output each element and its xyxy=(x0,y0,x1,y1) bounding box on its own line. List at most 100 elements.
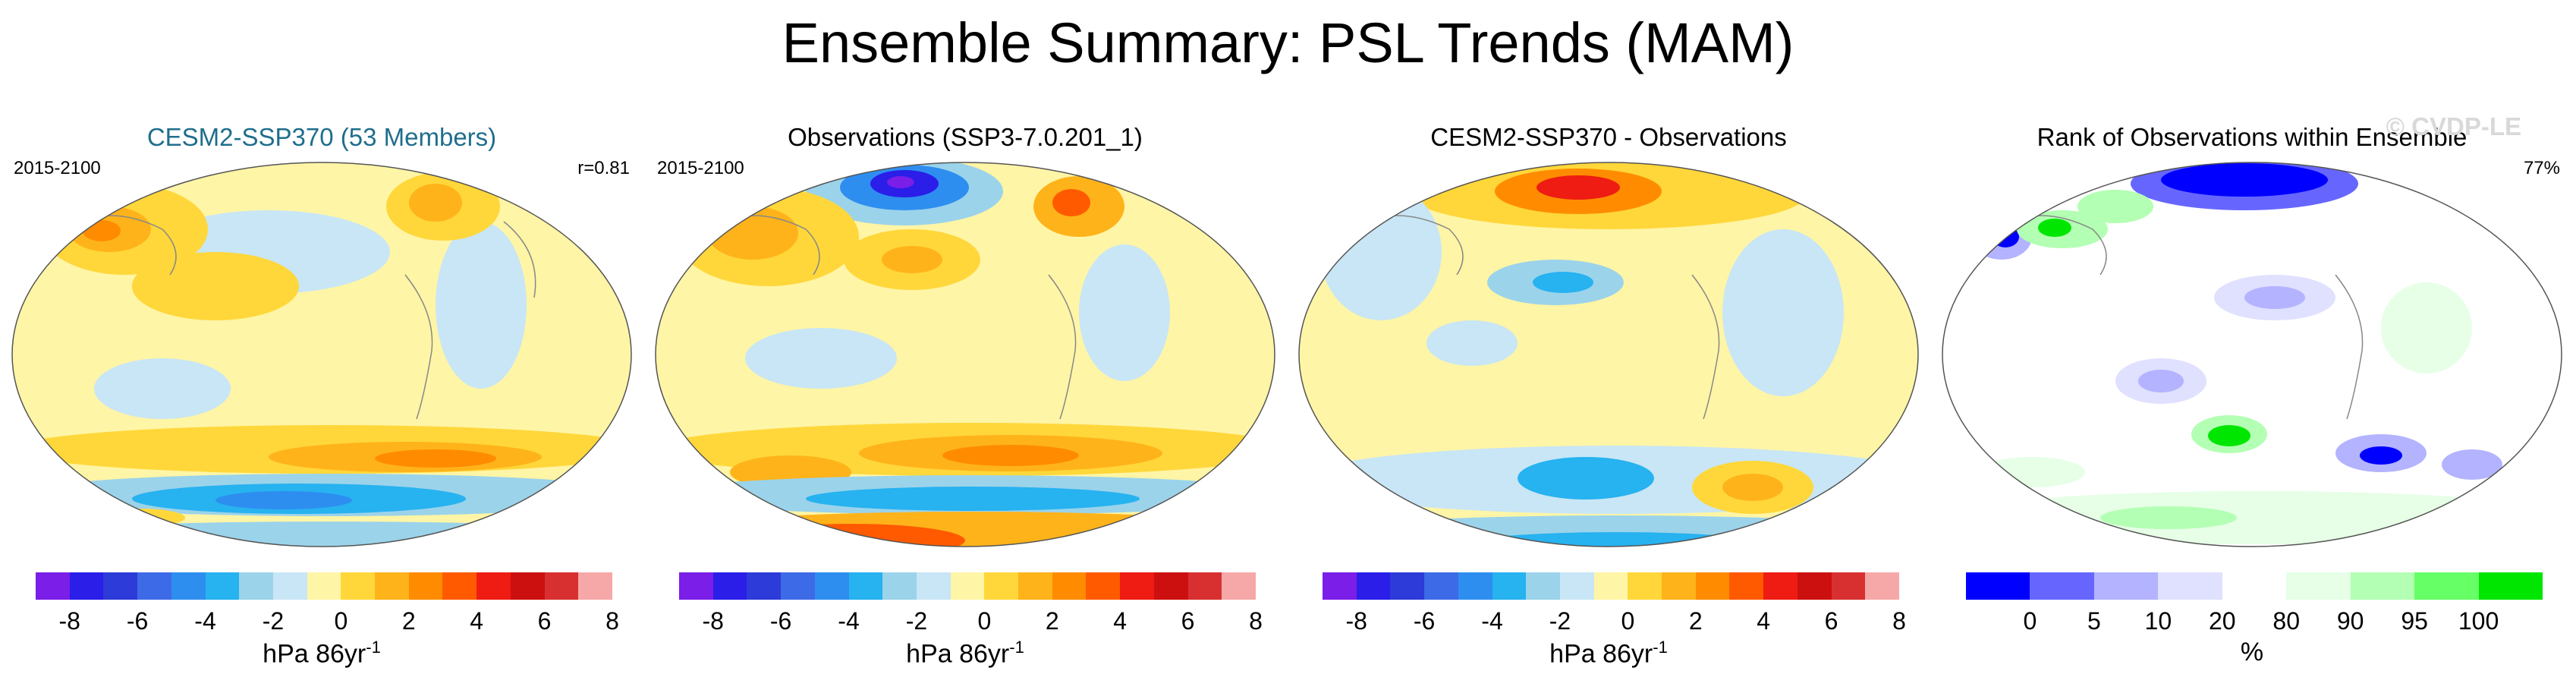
unit-label: hPa 86yr-1 xyxy=(906,638,1024,669)
colorbar-tick-label: 2 xyxy=(401,607,416,635)
colorbar-tick-label: 8 xyxy=(1892,607,1906,635)
rank-colorbar-tick-label: 0 xyxy=(2023,607,2037,635)
colorbar-tick-label: -2 xyxy=(905,607,928,635)
colorbar-segment xyxy=(1593,572,1628,600)
colorbar-segment xyxy=(205,572,240,600)
colorbar-tick-label: 4 xyxy=(470,607,484,635)
colorbar-tick-label: 2 xyxy=(1688,607,1703,635)
period-label: 2015-2100 xyxy=(657,158,744,178)
colorbar-segment xyxy=(69,572,104,600)
colorbar-segment xyxy=(239,572,273,600)
colorbar-tick-label: -8 xyxy=(702,607,724,635)
unit-label: % xyxy=(2240,638,2264,667)
colorbar-segment xyxy=(1187,572,1222,600)
colorbar-segment xyxy=(814,572,849,600)
rank-map xyxy=(1942,162,2562,547)
colorbar-segment xyxy=(408,572,443,600)
colorbar-segment xyxy=(477,572,511,600)
rank-colorbar-segment xyxy=(2350,572,2415,600)
colorbar-segment xyxy=(375,572,409,600)
colorbar-tick-label: 6 xyxy=(1181,607,1195,635)
colorbar-segment xyxy=(882,572,917,600)
rank-colorbar-tick-label: 80 xyxy=(2272,607,2301,635)
panel-title: CESM2-SSP370 - Observations xyxy=(1430,123,1787,151)
colorbar-segment xyxy=(1492,572,1527,600)
colorbar-segment xyxy=(36,572,70,600)
colorbar-segment xyxy=(544,572,579,600)
panel-title: Rank of Observations within Ensemble xyxy=(2037,123,2467,151)
colorbar-tick-label: 0 xyxy=(977,607,992,635)
rank-colorbar-tick-label: 10 xyxy=(2144,607,2172,635)
rank-colorbar-segment xyxy=(2478,572,2543,600)
colorbar-tick-label: -8 xyxy=(58,607,80,635)
colorbar-segment xyxy=(1763,572,1798,600)
colorbar-tick-label: 8 xyxy=(605,607,619,635)
trend-map xyxy=(11,162,632,547)
colorbar-tick-label: -6 xyxy=(1413,607,1436,635)
rank-colorbar-segment xyxy=(2286,572,2351,600)
colorbar-segment xyxy=(984,572,1019,600)
colorbar-segment xyxy=(1018,572,1052,600)
colorbar-tick-label: 4 xyxy=(1757,607,1771,635)
colorbar-segment xyxy=(1356,572,1391,600)
rank-colorbar-tick-label: 90 xyxy=(2336,607,2364,635)
colorbar xyxy=(36,572,612,600)
unit-label: hPa 86yr-1 xyxy=(263,638,381,669)
colorbar-segment xyxy=(679,572,713,600)
panel-difference: CESM2-SSP370 - Observations -8 -6 -4 -2 0 2 4 6… xyxy=(1287,114,1930,676)
colorbar xyxy=(679,572,1256,600)
colorbar-segment xyxy=(272,572,307,600)
rank-colorbar-segment xyxy=(2158,572,2222,600)
colorbar-tick-label: 6 xyxy=(1824,607,1838,635)
colorbar-tick-label: -8 xyxy=(1345,607,1367,635)
colorbar-segment xyxy=(1323,572,1357,600)
colorbar-tick-label: -4 xyxy=(1481,607,1503,635)
colorbar-tick-label: -6 xyxy=(126,607,149,635)
colorbar-segment xyxy=(1865,572,1899,600)
colorbar-segment xyxy=(950,572,985,600)
difference-map xyxy=(1298,162,1919,547)
panel-title: Observations (SSP3-7.0.201_1) xyxy=(788,123,1143,151)
rank-colorbar-tick-label: 20 xyxy=(2208,607,2236,635)
colorbar-segment xyxy=(781,572,815,600)
colorbar-tick-label: -2 xyxy=(1549,607,1571,635)
period-label: 2015-2100 xyxy=(14,158,101,178)
rank-colorbar-segment xyxy=(2093,572,2159,600)
colorbar-segment xyxy=(1052,572,1087,600)
colorbar-segment xyxy=(916,572,951,600)
colorbar-segment xyxy=(1086,572,1121,600)
figure-title: Ensemble Summary: PSL Trends (MAM) xyxy=(782,11,1794,74)
colorbar-segment xyxy=(1458,572,1492,600)
colorbar-tick-label: 6 xyxy=(537,607,552,635)
colorbar-ticks: -8 -6 -4 -2 0 2 4 6 8 xyxy=(36,607,618,638)
colorbar-segment xyxy=(1729,572,1764,600)
unit-label: hPa 86yr-1 xyxy=(1549,638,1668,669)
colorbar-segment xyxy=(1559,572,1594,600)
rank-colorbar-tick-label: 100 xyxy=(2458,607,2499,635)
rank-colorbar-segment xyxy=(2414,572,2479,600)
correlation-label: r=0.81 xyxy=(577,158,630,178)
panel-observations: Observations (SSP3-7.0.201_1) 2015-2100 xyxy=(643,114,1287,676)
rank-colorbar-ticks: 0 5 10 20 80 90 95 100 xyxy=(1966,607,2543,638)
colorbar-tick-label: 4 xyxy=(1113,607,1128,635)
colorbar-segment xyxy=(103,572,138,600)
colorbar-segment xyxy=(1424,572,1458,600)
colorbar-tick-label: -2 xyxy=(262,607,285,635)
panel-title: CESM2-SSP370 (53 Members) xyxy=(146,123,497,151)
colorbar-tick-label: 8 xyxy=(1249,607,1263,635)
watermark: © CVDP-LE xyxy=(2386,112,2521,140)
trend-map xyxy=(655,162,1275,547)
colorbar-segment xyxy=(1390,572,1425,600)
colorbar-segment xyxy=(712,572,747,600)
panel-rank: Rank of Observations within Ensemble 77% xyxy=(1930,114,2574,676)
colorbar-segment xyxy=(341,572,376,600)
colorbar-tick-label: -4 xyxy=(194,607,216,635)
colorbar-segment xyxy=(1797,572,1832,600)
colorbar-segment xyxy=(1628,572,1662,600)
colorbar-segment xyxy=(1222,572,1256,600)
colorbar-tick-label: 0 xyxy=(1621,607,1635,635)
colorbar-segment xyxy=(307,572,341,600)
rank-colorbar-segment xyxy=(1966,572,2030,600)
colorbar-segment xyxy=(1831,572,1866,600)
rank-percent-label: 77% xyxy=(2523,158,2560,178)
